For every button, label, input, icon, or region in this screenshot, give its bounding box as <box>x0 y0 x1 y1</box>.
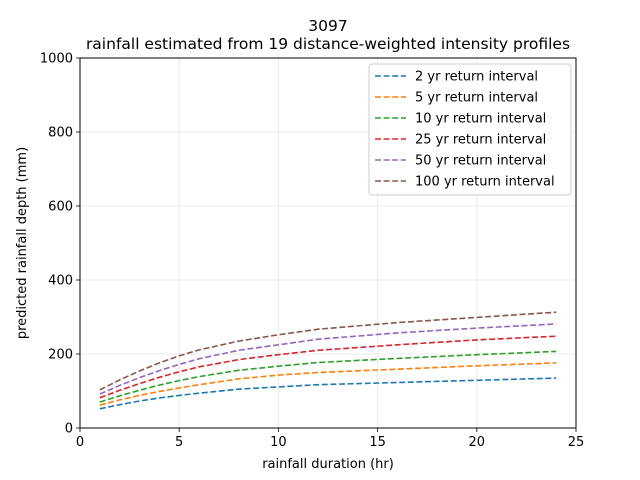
series-line-1 <box>99 377 557 410</box>
series-line-5 <box>99 323 557 395</box>
y-tick-label: 1000 <box>40 52 73 67</box>
series-line-4 <box>99 335 557 399</box>
series-line-2 <box>99 362 557 406</box>
legend-label-5: 50 yr return interval <box>415 154 546 169</box>
chart-title: 3097 <box>308 17 347 35</box>
y-tick-label: 400 <box>48 274 73 289</box>
legend-label-2: 5 yr return interval <box>415 91 538 106</box>
x-tick-label: 5 <box>175 435 183 450</box>
series-lines <box>99 311 557 410</box>
legend-label-4: 25 yr return interval <box>415 133 546 148</box>
legend-label-6: 100 yr return interval <box>415 175 555 190</box>
series-line-6 <box>99 311 557 391</box>
y-tick-label: 200 <box>48 348 73 363</box>
x-tick-label: 0 <box>76 435 84 450</box>
y-tick-label: 0 <box>65 422 73 437</box>
legend: 2 yr return interval 5 yr return interval… <box>368 63 572 196</box>
legend-box <box>368 63 572 196</box>
y-tick-label: 800 <box>48 126 73 141</box>
legend-label-1: 2 yr return interval <box>415 70 538 85</box>
y-axis-ticks: 0 200 400 600 800 1000 <box>40 52 80 437</box>
x-axis-label: rainfall duration (hr) <box>262 457 394 472</box>
legend-label-3: 10 yr return interval <box>415 112 546 127</box>
series-line-3 <box>99 350 557 403</box>
x-tick-label: 15 <box>369 435 386 450</box>
x-tick-label: 20 <box>469 435 486 450</box>
y-axis-label: predicted rainfall depth (mm) <box>15 147 30 339</box>
y-tick-label: 600 <box>48 200 73 215</box>
x-axis-ticks: 0 5 10 15 20 25 <box>76 428 584 450</box>
x-tick-label: 10 <box>270 435 287 450</box>
plot-frame <box>79 57 577 429</box>
chart-subtitle: rainfall estimated from 19 distance-weig… <box>86 35 570 53</box>
x-tick-label: 25 <box>568 435 585 450</box>
